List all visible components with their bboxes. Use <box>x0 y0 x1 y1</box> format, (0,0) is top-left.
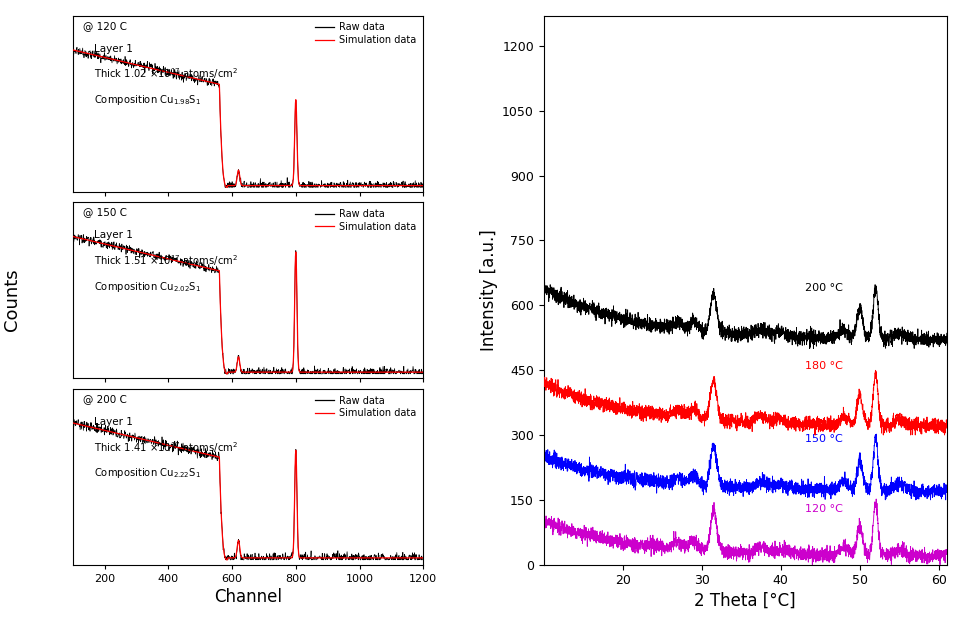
Text: @ 150 C: @ 150 C <box>84 207 127 217</box>
Legend: Raw data, Simulation data: Raw data, Simulation data <box>313 394 419 421</box>
Text: Thick 1.41 $\times$10$^{17}$ atoms/cm$^2$: Thick 1.41 $\times$10$^{17}$ atoms/cm$^2… <box>94 440 238 454</box>
Text: Thick 1.02 $\times$10$^{17}$ atoms/cm$^2$: Thick 1.02 $\times$10$^{17}$ atoms/cm$^2… <box>94 67 238 82</box>
Text: Composition Cu$_{1.98}$S$_{1}$: Composition Cu$_{1.98}$S$_{1}$ <box>94 93 201 107</box>
Text: @ 200 C: @ 200 C <box>84 394 127 404</box>
X-axis label: Channel: Channel <box>214 588 282 606</box>
Text: 180 °C: 180 °C <box>805 361 843 371</box>
Legend: Raw data, Simulation data: Raw data, Simulation data <box>313 21 419 47</box>
Legend: Raw data, Simulation data: Raw data, Simulation data <box>313 207 419 234</box>
X-axis label: 2 Theta [°C]: 2 Theta [°C] <box>694 592 796 610</box>
Text: Composition Cu$_{2.22}$S$_{1}$: Composition Cu$_{2.22}$S$_{1}$ <box>94 466 201 480</box>
Y-axis label: Intensity [a.u.]: Intensity [a.u.] <box>480 229 498 351</box>
Text: 150 °C: 150 °C <box>805 434 842 444</box>
Text: @ 120 C: @ 120 C <box>84 21 127 31</box>
Text: 200 °C: 200 °C <box>805 283 843 293</box>
Text: Counts: Counts <box>3 268 20 331</box>
Text: Composition Cu$_{2.02}$S$_{1}$: Composition Cu$_{2.02}$S$_{1}$ <box>94 280 201 294</box>
Text: 120 °C: 120 °C <box>805 504 843 514</box>
Text: Thick 1.51 $\times$10$^{17}$ atoms/cm$^2$: Thick 1.51 $\times$10$^{17}$ atoms/cm$^2… <box>94 253 238 268</box>
Text: Layer 1: Layer 1 <box>94 44 133 54</box>
Text: Layer 1: Layer 1 <box>94 417 133 427</box>
Text: Layer 1: Layer 1 <box>94 230 133 240</box>
